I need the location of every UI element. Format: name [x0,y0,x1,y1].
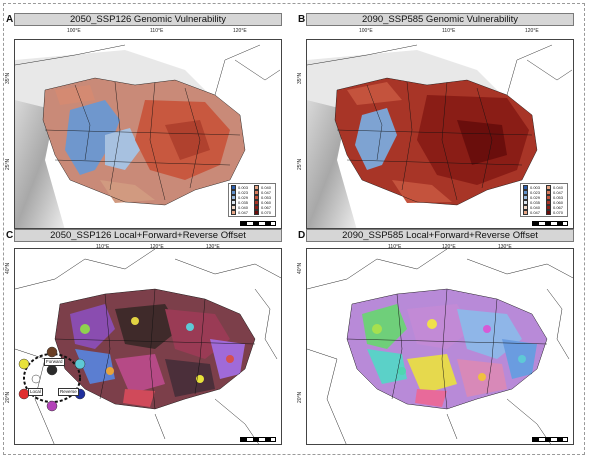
tick-y: 20°N [297,391,303,403]
map-area [14,248,282,445]
legend: 0.003 0.023 0.029 0.035 0.040 0.047 0.04… [520,183,568,217]
panel-title: 2050_SSP126 Genomic Vulnerability [14,13,282,26]
figure-frame [3,3,585,455]
tick-y: 40°N [5,262,11,274]
panel-b: B 2090_SSP585 Genomic Vulnerability 100°… [296,12,582,234]
offset-label-local: Local [28,388,43,396]
tick-x: 130°E [498,244,512,250]
tick-x: 120°E [233,28,247,34]
panel-letter: B [298,14,306,25]
map-area [14,39,282,229]
panel-d: D 2090_SSP585 Local+Forward+Reverse Offs… [296,228,582,450]
scale-bar [532,221,568,226]
tick-y: 25°N [5,158,11,170]
tick-x: 110°E [150,28,164,34]
tick-x: 100°E [67,28,81,34]
map-area [306,248,574,445]
offset-label-forward: Forward [44,358,65,366]
tick-y: 35°N [297,72,303,84]
tick-y: 20°N [5,391,11,403]
panel-title: 2050_SSP126 Local+Forward+Reverse Offset [14,229,282,242]
panel-letter: C [6,230,14,241]
scale-bar [240,221,276,226]
tick-x: 110°E [388,244,402,250]
panel-letter: A [6,14,14,25]
offset-label-reverse: Reverse [58,388,79,396]
scale-bar [532,437,568,442]
tick-x: 120°E [150,244,164,250]
panel-c: C 2050_SSP126 Local+Forward+Reverse Offs… [4,228,290,450]
offset-map [307,249,573,444]
tick-x: 120°E [525,28,539,34]
tick-x: 130°E [206,244,220,250]
offset-diagram: Forward Local Reverse [14,344,94,414]
panel-title: 2090_SSP585 Genomic Vulnerability [306,13,574,26]
panel-title: 2090_SSP585 Local+Forward+Reverse Offset [306,229,574,242]
tick-x: 120°E [442,244,456,250]
tick-y: 40°N [297,262,303,274]
tick-y: 35°N [5,72,11,84]
tick-y: 25°N [297,158,303,170]
tick-x: 100°E [359,28,373,34]
tick-x: 110°E [442,28,456,34]
offset-legend-diagram [18,346,86,412]
scale-bar [240,437,276,442]
panel-a: A 2050_SSP126 Genomic Vulnerability 100°… [4,12,290,234]
legend: 0.003 0.023 0.029 0.035 0.040 0.047 0.04… [228,183,276,217]
tick-x: 110°E [96,244,110,250]
offset-map [15,249,281,444]
panel-letter: D [298,230,306,241]
